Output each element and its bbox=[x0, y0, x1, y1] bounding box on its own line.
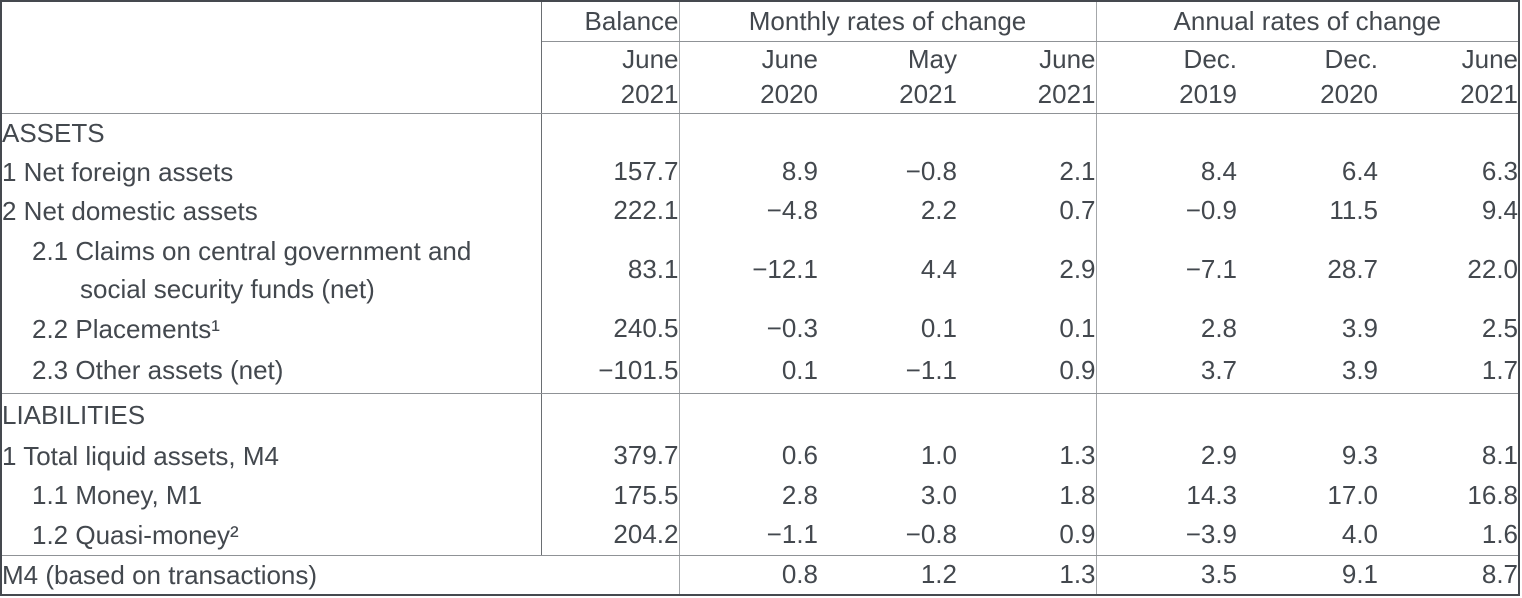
cell-annual-june-2021: 1.6 bbox=[1378, 515, 1520, 556]
cell-monthly-june-2020: 2.8 bbox=[781, 479, 818, 510]
cell-monthly-may-2021: 1.2 bbox=[920, 559, 957, 590]
col-group-annual: Annual rates of change bbox=[1096, 1, 1520, 42]
cell-annual-dec-2019: 3.7 bbox=[1096, 348, 1238, 394]
table-row-placements: 2.2 Placements¹ 240.5 −0.3 0.1 0.1 2.8 3… bbox=[1, 309, 1519, 348]
col-header-june-2020: June 2020 bbox=[679, 41, 818, 114]
col-header-june-2021-monthly: June 2021 bbox=[957, 41, 1097, 114]
cell-annual-dec-2019: −7.1 bbox=[1185, 254, 1238, 284]
cell-monthly-june-2021: 0.1 bbox=[957, 309, 1097, 348]
cell-monthly-june-2020: −4.8 bbox=[766, 195, 818, 225]
cell-balance: 175.5 bbox=[541, 475, 680, 515]
cell-balance: 379.7 bbox=[541, 436, 680, 475]
table-row-total-liquid-assets: 1 Total liquid assets, M4 379.7 0.6 1.0 … bbox=[1, 436, 1519, 475]
col-header-june-2021-annual: June 2021 bbox=[1378, 41, 1520, 114]
row-label: 1 Total liquid assets, M4 bbox=[1, 436, 542, 475]
table-row-net-foreign-assets: 1 Net foreign assets 157.7 8.9 −0.8 2.1 … bbox=[1, 152, 1519, 191]
cell-monthly-june-2021: 1.3 bbox=[957, 555, 1097, 595]
table-row-quasi-money: 1.2 Quasi-money² 204.2 −1.1 −0.8 0.9 −3.… bbox=[1, 515, 1520, 556]
cell-annual-dec-2020: 17.0 bbox=[1327, 479, 1379, 510]
table-row-money-m1: 1.1 Money, M1 175.5 2.8 3.0 1.8 14.3 17.… bbox=[1, 475, 1519, 515]
row-label: 2.1 Claims on central government and soc… bbox=[1, 230, 542, 309]
corner-empty-cell bbox=[1, 1, 542, 114]
cell-monthly-june-2021: 0.7 bbox=[957, 191, 1097, 230]
cell-annual-dec-2019: −3.9 bbox=[1096, 515, 1238, 556]
cell-annual-dec-2020: 4.0 bbox=[1237, 515, 1379, 556]
cell-monthly-june-2021: 0.9 bbox=[957, 348, 1097, 394]
row-label: 1.2 Quasi-money² bbox=[1, 515, 542, 556]
row-label: 2 Net domestic assets bbox=[1, 191, 542, 230]
cell-monthly-june-2021: 2.1 bbox=[957, 152, 1097, 191]
cell-monthly-may-2021: 1.0 bbox=[920, 440, 957, 470]
cell-annual-dec-2020: 9.1 bbox=[1341, 559, 1379, 590]
cell-monthly-may-2021: 0.1 bbox=[920, 313, 957, 343]
col-group-monthly: Monthly rates of change bbox=[679, 1, 1097, 42]
cell-monthly-june-2020: 0.8 bbox=[781, 559, 818, 590]
row-label: 2.3 Other assets (net) bbox=[1, 348, 542, 394]
cell-annual-dec-2020: 3.9 bbox=[1341, 313, 1379, 343]
row-label: 2.2 Placements¹ bbox=[1, 309, 542, 348]
cell-monthly-june-2021: 2.9 bbox=[957, 230, 1097, 309]
cell-annual-dec-2020: 6.4 bbox=[1341, 156, 1379, 186]
row-label: 1.1 Money, M1 bbox=[1, 475, 542, 515]
row-label: LIABILITIES bbox=[1, 393, 542, 436]
cell-monthly-may-2021: −0.8 bbox=[818, 515, 957, 556]
table-row-m4-transactions: M4 (based on transactions) 0.8 1.2 1.3 3… bbox=[1, 555, 1519, 595]
cell-balance: 240.5 bbox=[541, 309, 680, 348]
cell-annual-dec-2019: 2.9 bbox=[1200, 440, 1238, 470]
cell-annual-june-2021: 8.1 bbox=[1481, 440, 1519, 470]
cell-annual-dec-2020: 11.5 bbox=[1329, 195, 1379, 225]
table-row-net-domestic-assets: 2 Net domestic assets 222.1 −4.8 2.2 0.7… bbox=[1, 191, 1519, 230]
cell-annual-dec-2020: 3.9 bbox=[1237, 348, 1379, 394]
cell-monthly-june-2020: 0.1 bbox=[679, 348, 818, 394]
table-row-assets-section: ASSETS bbox=[1, 113, 1519, 152]
row-label: M4 (based on transactions) bbox=[1, 555, 680, 595]
cell-balance: 222.1 bbox=[541, 191, 680, 230]
cell-annual-june-2021: 22.0 bbox=[1467, 254, 1519, 284]
col-header-balance-june-2021: June 2021 bbox=[541, 41, 680, 114]
table-row-other-assets: 2.3 Other assets (net) −101.5 0.1 −1.1 0… bbox=[1, 348, 1520, 394]
cell-annual-dec-2020: 9.3 bbox=[1341, 440, 1379, 470]
cell-annual-june-2021: 16.8 bbox=[1467, 479, 1519, 510]
cell-annual-dec-2019: 2.8 bbox=[1200, 313, 1238, 343]
col-header-may-2021: May 2021 bbox=[818, 41, 957, 114]
cell-monthly-may-2021: 3.0 bbox=[920, 479, 957, 510]
cell-annual-june-2021: 6.3 bbox=[1481, 156, 1519, 186]
cell-monthly-june-2021: 1.3 bbox=[957, 436, 1097, 475]
cell-annual-june-2021: 2.5 bbox=[1481, 313, 1519, 343]
cell-balance: 83.1 bbox=[541, 230, 680, 309]
cell-monthly-may-2021: 4.4 bbox=[920, 254, 957, 284]
cell-annual-dec-2019: −0.9 bbox=[1185, 195, 1238, 225]
cell-monthly-june-2020: −12.1 bbox=[752, 254, 818, 284]
cell-annual-dec-2019: 14.3 bbox=[1186, 479, 1238, 510]
table-row-claims-central-government: 2.1 Claims on central government and soc… bbox=[1, 230, 1519, 309]
cell-monthly-may-2021: 2.2 bbox=[920, 195, 957, 225]
cell-annual-dec-2019: 8.4 bbox=[1200, 156, 1238, 186]
header-group-row: Balance Monthly rates of change Annual r… bbox=[1, 1, 1520, 114]
row-label: 1 Net foreign assets bbox=[1, 152, 542, 191]
cell-balance: −101.5 bbox=[541, 348, 680, 394]
cell-monthly-may-2021: −0.8 bbox=[905, 156, 957, 186]
cell-annual-june-2021: 1.7 bbox=[1378, 348, 1520, 394]
cell-annual-june-2021: 8.7 bbox=[1481, 559, 1519, 590]
cell-annual-june-2021: 9.4 bbox=[1481, 195, 1519, 225]
col-header-dec-2020: Dec. 2020 bbox=[1237, 41, 1379, 114]
cell-balance: 204.2 bbox=[541, 515, 680, 556]
cell-annual-dec-2020: 28.7 bbox=[1327, 254, 1379, 284]
cell-monthly-may-2021: −1.1 bbox=[818, 348, 957, 394]
cell-annual-dec-2019: 3.5 bbox=[1200, 559, 1238, 590]
col-header-dec-2019: Dec. 2019 bbox=[1096, 41, 1238, 114]
cell-monthly-june-2020: 8.9 bbox=[781, 156, 818, 186]
cell-monthly-june-2020: −0.3 bbox=[766, 313, 818, 343]
cell-monthly-june-2020: −1.1 bbox=[679, 515, 818, 556]
cell-monthly-june-2021: 0.9 bbox=[957, 515, 1097, 556]
cell-monthly-june-2020: 0.6 bbox=[781, 440, 818, 470]
table-row-liabilities-section: LIABILITIES bbox=[1, 393, 1519, 436]
cell-monthly-june-2021: 1.8 bbox=[957, 475, 1097, 515]
cell-balance: 157.7 bbox=[541, 152, 680, 191]
row-label: ASSETS bbox=[1, 113, 542, 152]
header-period-row: June 2021 June 2020 May 2021 June 2021 D… bbox=[1, 41, 1520, 114]
col-group-balance: Balance bbox=[541, 1, 680, 42]
